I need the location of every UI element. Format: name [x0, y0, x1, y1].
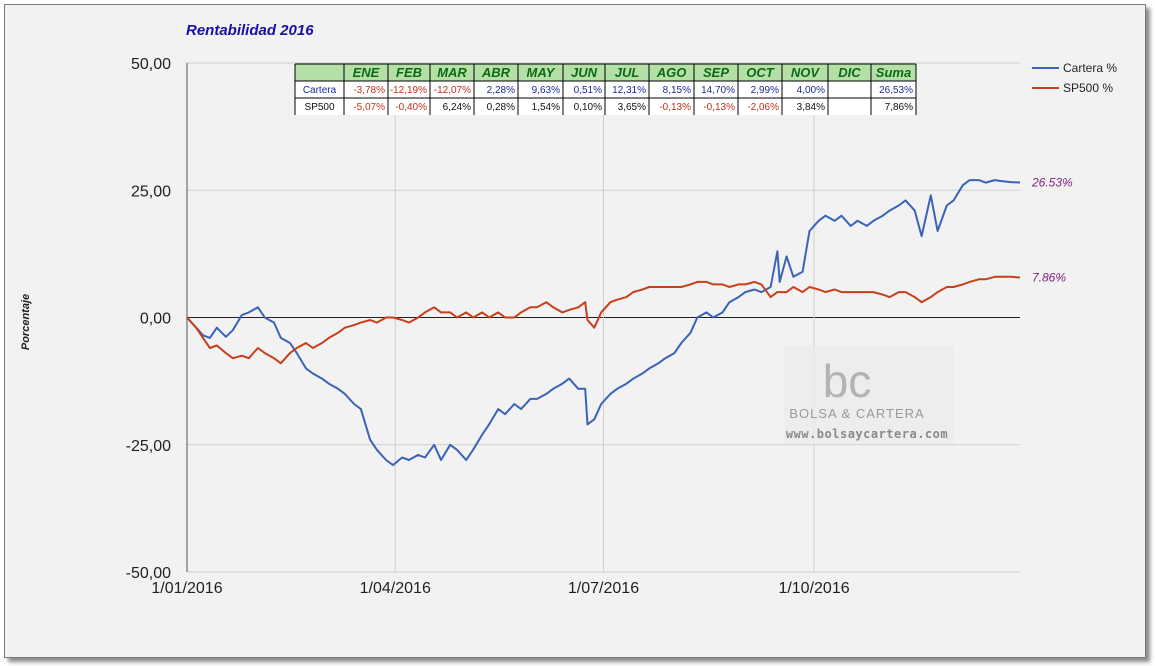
table-cell: -0,40% [395, 102, 427, 113]
table-cell: -0,13% [659, 102, 691, 113]
table-cell: -12,07% [434, 85, 471, 96]
table-cell: -12,19% [390, 85, 427, 96]
watermark-url: www.bolsaycartera.com [786, 427, 948, 441]
table-cell: 3,65% [618, 102, 646, 113]
cartera-series-line [186, 179, 1021, 467]
sp500-series-line [186, 275, 1021, 365]
table-cell: 0,10% [574, 102, 602, 113]
table-row-label: Cartera [303, 85, 337, 96]
table-header-cell: AGO [656, 65, 687, 80]
table-row-label: SP500 [304, 102, 334, 113]
grid [186, 62, 1020, 573]
table-cell: 2,99% [751, 85, 779, 96]
y-tick-label: 0,00 [140, 311, 171, 328]
table-cell: 4,00% [797, 85, 825, 96]
cartera-end-label: 26.53% [1031, 175, 1073, 189]
y-tick-label: -50,00 [126, 565, 171, 582]
table-header-cell: ENE [353, 65, 380, 80]
table-cell: 12,31% [612, 85, 646, 96]
x-tick-label: 1/07/2016 [568, 580, 639, 597]
table-header-cell: DIC [838, 65, 861, 80]
table-header-cell: Suma [876, 65, 911, 80]
watermark-name: BOLSA & CARTERA [789, 406, 924, 421]
chart-title: Rentabilidad 2016 [186, 22, 314, 39]
table-cell: 9,63% [532, 85, 560, 96]
legend: Cartera % SP500 % [1032, 61, 1117, 95]
table-header-cell: MAR [437, 65, 467, 80]
y-tick-label: 50,00 [131, 56, 171, 73]
x-tick-label: 1/04/2016 [360, 580, 431, 597]
x-tick-label: 1/10/2016 [778, 580, 849, 597]
table-header-cell: ABR [481, 65, 511, 80]
y-tick-label: -25,00 [126, 438, 171, 455]
table-cell: -2,06% [747, 102, 779, 113]
legend-label-sp500: SP500 % [1063, 81, 1113, 95]
y-axis-label: Porcentaje [20, 294, 32, 350]
table-cell: -3,78% [353, 85, 385, 96]
table-cell: 6,24% [443, 102, 471, 113]
table-cell: 26,53% [879, 85, 913, 96]
sp500-end-label: 7.86% [1032, 270, 1066, 284]
table-header-cell: MAY [527, 65, 556, 80]
table-cell: 0,28% [487, 102, 515, 113]
y-axis-ticks: 50,00 25,00 0,00 -25,00 -50,00 [126, 56, 171, 582]
table-header-cell: NOV [791, 65, 821, 80]
table-cell: 2,28% [487, 85, 515, 96]
x-tick-label: 1/01/2016 [151, 580, 222, 597]
watermark-logo: bc [823, 355, 872, 407]
table-header-cell: JUN [571, 65, 598, 80]
x-axis-ticks: 1/01/2016 1/04/2016 1/07/2016 1/10/2016 [151, 580, 849, 597]
table-cell: -0,13% [703, 102, 735, 113]
series-lines [186, 179, 1021, 467]
table-cell: 1,54% [532, 102, 560, 113]
table-cell: 0,51% [574, 85, 602, 96]
table-header-cell: SEP [703, 65, 729, 80]
table-header-cell: OCT [746, 65, 775, 80]
returns-table: ENE FEB MAR ABR MAY JUN JUL AGO SEP OCT NOV DIC Suma… [294, 63, 917, 115]
watermark: bc BOLSA & CARTERA www.bolsaycartera.com [784, 346, 954, 444]
table-cell: 14,70% [701, 85, 735, 96]
table-cell: 7,86% [885, 102, 913, 113]
legend-label-cartera: Cartera % [1063, 61, 1117, 75]
table-header-cell: JUL [615, 65, 640, 80]
table-cell: -5,07% [353, 102, 385, 113]
chart-frame: Rentabilidad 2016 Porcentaje 50,00 25,00 0… [4, 4, 1146, 658]
watermark-box [784, 346, 954, 444]
table-cell: 8,15% [663, 85, 691, 96]
chart-svg: Rentabilidad 2016 Porcentaje 50,00 25,00 0… [20, 22, 1117, 597]
table-header-cell: FEB [396, 65, 422, 80]
table-cell: 3,84% [797, 102, 825, 113]
y-tick-label: 25,00 [131, 183, 171, 200]
